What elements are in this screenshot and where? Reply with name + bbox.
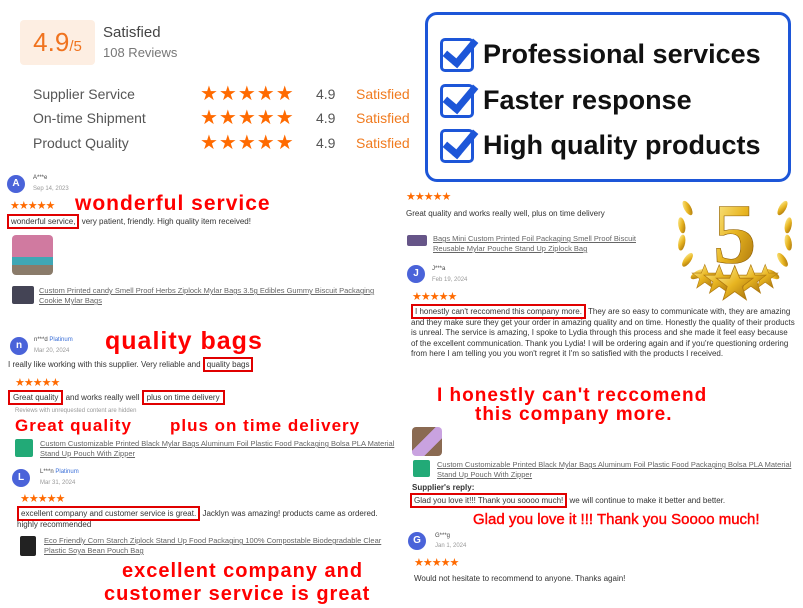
highlight-box: Great quality: [8, 390, 64, 405]
star-icons: [691, 263, 779, 301]
highlight-box: wonderful service,: [7, 214, 80, 229]
avatar: J: [407, 265, 425, 283]
avatar: A: [7, 175, 25, 193]
product-link[interactable]: Custom Customizable Printed Black Mylar …: [437, 460, 792, 479]
score-out-of: /5: [69, 38, 82, 55]
review-photo[interactable]: [12, 235, 53, 275]
review-date: Mar 31, 2024: [40, 480, 76, 486]
rating-status: Satisfied: [356, 86, 410, 102]
overall-score: 4.9/5: [20, 20, 95, 65]
review-stars: ★★★★★: [414, 557, 459, 569]
avatar: G: [408, 532, 426, 550]
rating-label: On-time Shipment: [33, 110, 146, 126]
feature-text: Professional services: [483, 39, 761, 69]
reviewer-name: J***a: [432, 266, 446, 272]
reviewer-name: G***g: [435, 533, 451, 539]
highlight-box: Glad you love it!!! Thank you soooo much…: [410, 493, 568, 508]
check-icon: [440, 38, 474, 72]
review-text: and works really well: [65, 393, 140, 402]
callout-text: quality bags: [105, 327, 263, 355]
rating-label: Product Quality: [33, 135, 129, 151]
five-star-laurel-emblem: 5: [678, 185, 792, 301]
check-icon: [440, 129, 474, 163]
check-icon: [440, 84, 474, 118]
rating-status: Satisfied: [356, 135, 410, 151]
product-thumbnail[interactable]: [12, 286, 34, 304]
callout-text: Great quality: [15, 416, 132, 435]
review-text: Jacklyn was amazing! products came as or…: [17, 509, 378, 529]
reviewer-name: A***e: [33, 175, 48, 181]
callout-text: I honestly can't reccomend: [437, 385, 708, 406]
highlight-box: quality bags: [202, 357, 254, 372]
review-date: Jan 1, 2024: [435, 543, 467, 549]
callout-text: this company more.: [475, 404, 673, 425]
score-value: 4.9: [33, 27, 70, 57]
review-text: I really like working with this supplier…: [8, 360, 201, 369]
review-date: Feb 19, 2024: [432, 277, 468, 283]
star-rating: ★★★★★: [200, 132, 295, 154]
rating-value: 4.9: [316, 110, 336, 126]
rating-status: Satisfied: [356, 110, 410, 126]
satisfaction-label: Satisfied: [103, 24, 161, 41]
platinum-badge: Platinum: [55, 469, 79, 475]
features-panel: [425, 12, 791, 182]
product-link[interactable]: Custom Customizable Printed Black Mylar …: [40, 439, 395, 458]
rating-value: 4.9: [316, 86, 336, 102]
callout-text: customer service is great: [104, 583, 371, 605]
rating-value: 4.9: [316, 135, 336, 151]
review-text: Would not hesitate to recommend to anyon…: [414, 574, 626, 583]
product-thumbnail[interactable]: [15, 439, 33, 457]
feature-text: Faster response: [483, 85, 692, 115]
callout-text: plus on time delivery: [170, 416, 361, 435]
review-count: 108 Reviews: [103, 45, 178, 60]
review-stars: ★★★★★: [406, 191, 451, 203]
callout-text: wonderful service: [75, 192, 271, 215]
callout-text: Glad you love it !!! Thank you Soooo muc…: [473, 511, 760, 528]
product-link[interactable]: Bags Mini Custom Printed Foil Packaging …: [433, 234, 636, 253]
review-date: Sep 14, 2023: [33, 186, 69, 192]
review-date: Mar 20, 2024: [34, 348, 70, 354]
review-stars: ★★★★★: [412, 291, 457, 303]
review-stars: ★★★★★: [15, 377, 60, 389]
platinum-badge: Platinum: [49, 337, 73, 343]
review-photo[interactable]: [412, 427, 442, 456]
review-stars: ★★★★★: [10, 200, 55, 212]
review-text: They are so easy to communicate with, th…: [411, 307, 795, 358]
callout-text: excellent company and: [122, 560, 364, 582]
product-thumbnail[interactable]: [407, 235, 427, 246]
laurel-icon: [678, 200, 792, 280]
highlight-box: excellent company and customer service i…: [17, 506, 201, 521]
product-link[interactable]: Custom Printed candy Smell Proof Herbs Z…: [39, 286, 375, 305]
review-stars: ★★★★★: [20, 493, 65, 505]
hidden-notice: Reviews with unrequested content are hid…: [15, 408, 137, 414]
rating-label: Supplier Service: [33, 86, 135, 102]
supplier-reply-label: Supplier's reply:: [412, 483, 475, 492]
highlight-box: plus on time delivery: [141, 390, 225, 405]
highlight-box: I honestly can't reccomend this company …: [411, 304, 586, 319]
product-thumbnail[interactable]: [413, 460, 430, 477]
reviewer-name: L***n: [40, 469, 54, 475]
star-rating: ★★★★★: [200, 107, 295, 129]
review-text: Great quality and works really well, plu…: [406, 209, 605, 218]
review-text: very patient, friendly. High quality ite…: [81, 217, 251, 226]
feature-text: High quality products: [483, 130, 761, 160]
star-rating: ★★★★★: [200, 83, 295, 105]
product-link[interactable]: Eco Friendly Corn Starch Ziplock Stand U…: [44, 536, 382, 555]
product-thumbnail[interactable]: [20, 536, 36, 556]
avatar: n: [10, 337, 28, 355]
reviewer-name: n***d: [34, 337, 48, 343]
avatar: L: [12, 469, 30, 487]
reply-text: we will continue to make it better and b…: [569, 496, 726, 505]
